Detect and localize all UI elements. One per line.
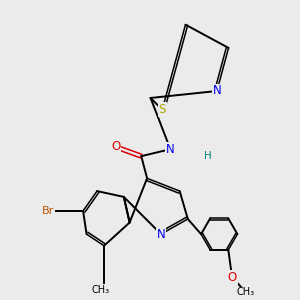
Text: O: O [227, 271, 237, 284]
Text: CH₃: CH₃ [237, 287, 255, 297]
Text: O: O [111, 140, 120, 153]
Text: Br: Br [42, 206, 54, 216]
Text: N: N [157, 228, 165, 241]
Text: N: N [212, 85, 221, 98]
Text: CH₃: CH₃ [92, 285, 110, 295]
Text: N: N [166, 143, 175, 156]
Text: H: H [204, 151, 212, 161]
Text: S: S [158, 103, 166, 116]
